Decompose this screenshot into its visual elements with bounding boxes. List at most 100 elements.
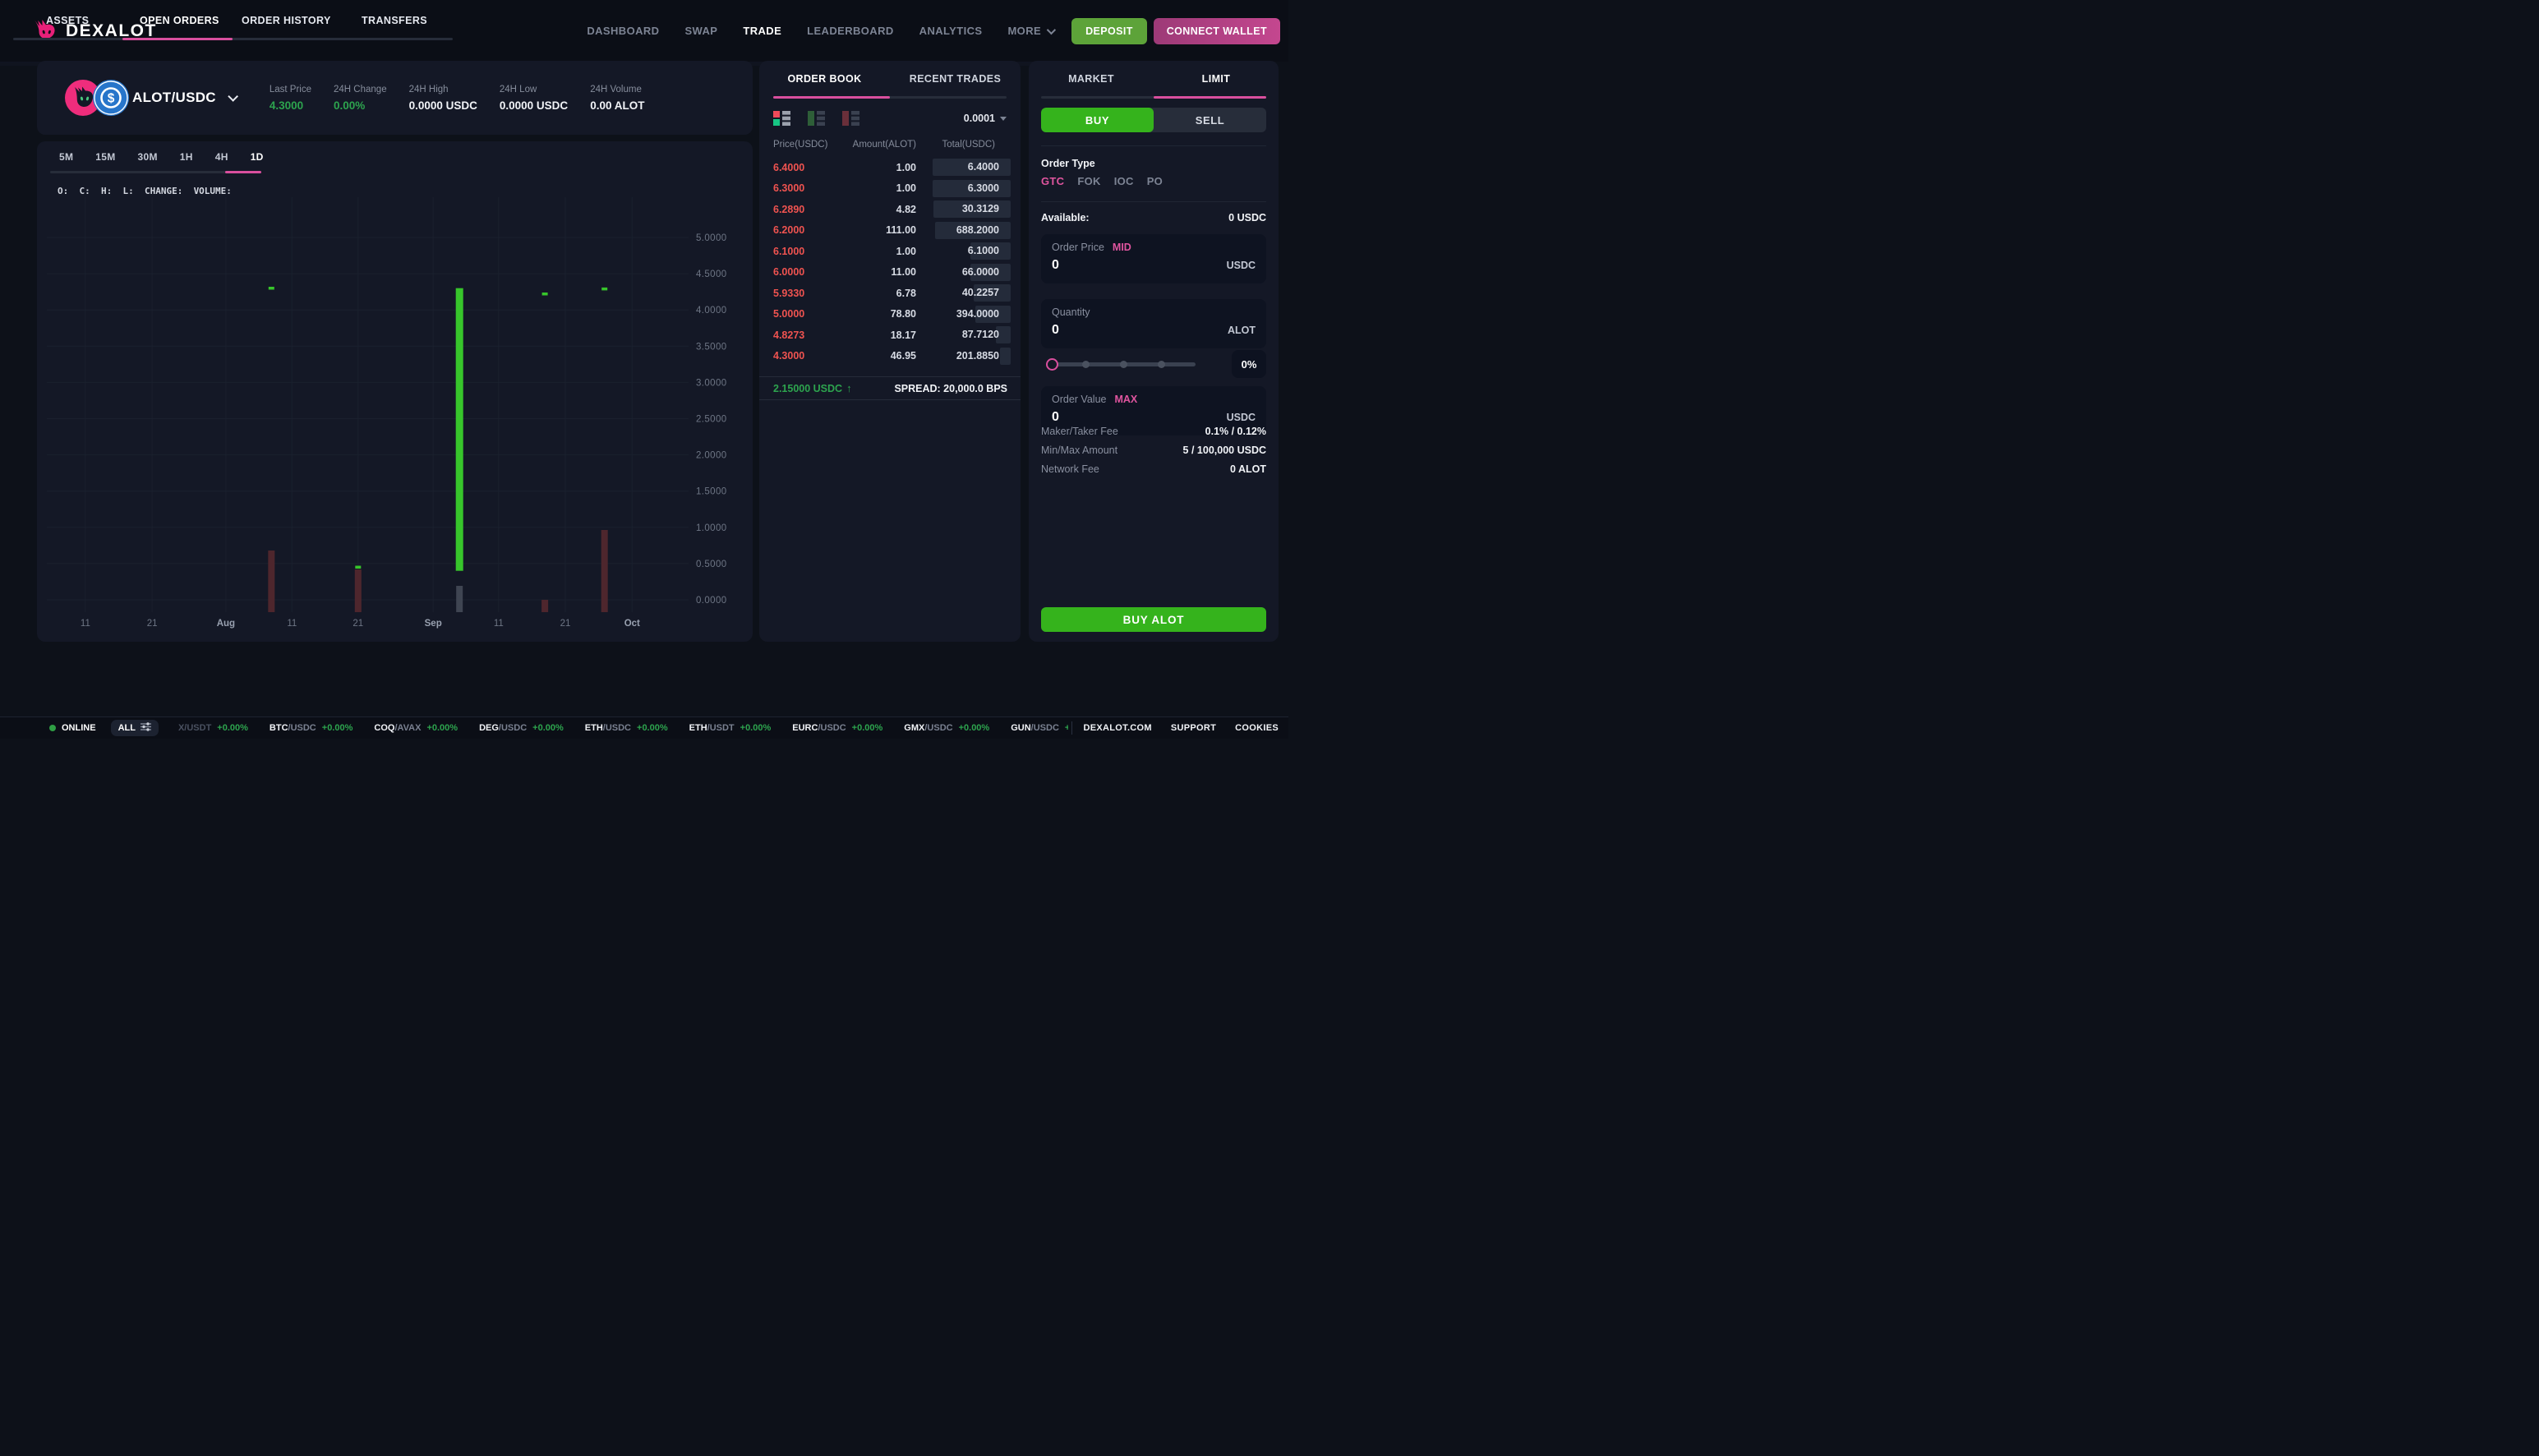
slider-step-50[interactable]: [1120, 361, 1127, 368]
link-cookies[interactable]: COOKIES: [1235, 723, 1279, 733]
order-book-tab-underline: [773, 96, 1007, 99]
ask-amount: 18.17: [890, 329, 916, 341]
tab-order-book[interactable]: ORDER BOOK: [787, 72, 862, 85]
order-type-ioc[interactable]: IOC: [1113, 175, 1134, 187]
stat-value: 4.3000: [269, 99, 304, 112]
trade-active-indicator: [1154, 96, 1266, 99]
nav-item-trade[interactable]: TRADE: [743, 25, 782, 37]
online-status: ONLINE: [49, 723, 96, 733]
ask-amount: 6.78: [896, 287, 916, 299]
ask-amount: 1.00: [896, 161, 916, 173]
timeframe-1d[interactable]: 1D: [250, 151, 264, 163]
buy-tab[interactable]: BUY: [1041, 108, 1154, 132]
quantity-slider-row: 0%: [1041, 350, 1266, 378]
max-button[interactable]: MAX: [1114, 394, 1138, 405]
slider-handle[interactable]: [1046, 358, 1058, 371]
bottom-tab-assets[interactable]: ASSETS: [46, 15, 90, 26]
ask-row[interactable]: 6.4000 1.00 6.4000: [759, 157, 1021, 178]
mid-button[interactable]: MID: [1112, 242, 1131, 253]
quantity-field[interactable]: Quantity 0 ALOT: [1041, 299, 1266, 348]
book-view-asks-icon[interactable]: [842, 111, 859, 126]
stat-label: 24H High: [408, 84, 449, 94]
ask-row[interactable]: 6.2890 4.82 30.3129: [759, 199, 1021, 220]
ask-total-wrap: 6.3000: [916, 179, 1011, 197]
ask-row[interactable]: 4.8273 18.17 87.7120: [759, 325, 1021, 346]
ticker-pair-deg-usdc[interactable]: DEG/USDC +0.00%: [479, 723, 564, 733]
link-support[interactable]: SUPPORT: [1170, 723, 1217, 733]
ticker-pair-eth-usdc[interactable]: ETH/USDC +0.00%: [585, 723, 668, 733]
x-axis-label: Oct: [624, 619, 640, 629]
book-view-both-icon[interactable]: [773, 111, 790, 126]
bottom-tab-open-orders[interactable]: OPEN ORDERS: [140, 15, 219, 26]
timeframe-4h[interactable]: 4H: [214, 151, 228, 163]
buy-sell-toggle: BUY SELL: [1041, 108, 1266, 132]
ask-row[interactable]: 6.2000 111.00 688.2000: [759, 220, 1021, 242]
deposit-button[interactable]: DEPOSIT: [1071, 17, 1147, 44]
nav-item-more[interactable]: MORE: [1007, 25, 1057, 37]
connect-wallet-button[interactable]: CONNECT WALLET: [1153, 17, 1280, 44]
ticker-pair-eth-usdt[interactable]: ETH/USDT +0.00%: [689, 723, 772, 733]
ticker-pair-coq-avax[interactable]: COQ/AVAX +0.00%: [374, 723, 458, 733]
candlestick-chart[interactable]: 5.0000 4.5000 4.0000 3.5000 3.0000 2.5000 2.00…: [47, 197, 744, 633]
ask-row[interactable]: 4.3000 46.95 201.8850: [759, 346, 1021, 367]
timeframe-1h[interactable]: 1H: [179, 151, 193, 163]
tab-recent-trades[interactable]: RECENT TRADES: [909, 72, 1002, 85]
timeframe-5m[interactable]: 5M: [59, 151, 74, 163]
tab-market[interactable]: MARKET: [1068, 72, 1114, 85]
fee-row-min-max-amount: Min/Max Amount 5 / 100,000 USDC: [1041, 445, 1266, 456]
nav-item-dashboard[interactable]: DASHBOARD: [587, 25, 660, 37]
order-value-field[interactable]: Order Value MAX 0 USDC: [1041, 386, 1266, 435]
link-dexalot-com[interactable]: DEXALOT.COM: [1083, 723, 1152, 733]
tab-limit[interactable]: LIMIT: [1201, 72, 1231, 85]
col-amount: Amount(ALOT): [852, 140, 916, 150]
pair-selector[interactable]: ALOT/USDC: [132, 90, 238, 106]
nav-item-leaderboard[interactable]: LEADERBOARD: [807, 25, 894, 37]
order-price-input[interactable]: 0: [1052, 258, 1059, 272]
nav-item-analytics[interactable]: ANALYTICS: [919, 25, 983, 37]
bottom-tab-transfers[interactable]: TRANSFERS: [362, 15, 427, 26]
order-value-input[interactable]: 0: [1052, 410, 1059, 424]
fee-label: Maker/Taker Fee: [1041, 426, 1118, 437]
brand[interactable]: DEXALOT: [33, 19, 157, 44]
timeframe-30m[interactable]: 30M: [137, 151, 158, 163]
ask-row[interactable]: 5.9330 6.78 40.2257: [759, 283, 1021, 304]
quantity-input[interactable]: 0: [1052, 323, 1059, 337]
order-book-header: Price(USDC) Amount(ALOT) Total(USDC): [773, 140, 1007, 150]
ask-row[interactable]: 6.3000 1.00 6.3000: [759, 178, 1021, 200]
ticker-quote: /USDT: [184, 723, 212, 733]
order-type-gtc[interactable]: GTC: [1041, 175, 1065, 187]
slider-step-25[interactable]: [1082, 361, 1090, 368]
quantity-slider[interactable]: [1046, 358, 1196, 371]
ticker-pair-gmx-usdc[interactable]: GMX/USDC +0.00%: [904, 723, 989, 733]
buy-alot-button[interactable]: BUY ALOT: [1041, 607, 1266, 632]
order-price-field[interactable]: Order Price MID 0 USDC: [1041, 234, 1266, 283]
ticker-change: +0.00%: [740, 723, 772, 733]
sell-tab[interactable]: SELL: [1195, 113, 1225, 127]
ticker-pair-btc-usdc[interactable]: BTC/USDC +0.00%: [270, 723, 353, 733]
order-type-fok[interactable]: FOK: [1077, 175, 1101, 187]
trade-panel: MARKET LIMIT BUY SELL Order Type GTC FOK I…: [1029, 61, 1279, 642]
fee-row-network-fee: Network Fee 0 ALOT: [1041, 463, 1266, 475]
order-type-po[interactable]: PO: [1146, 175, 1164, 187]
ticker-pair-gun-usdc[interactable]: GUN/USDC +0.00%: [1011, 723, 1067, 733]
volume-bar: [268, 551, 275, 612]
ticker-change: +0.00%: [321, 723, 353, 733]
ticker-pair-x-usdt[interactable]: X/USDT +0.00%: [178, 723, 248, 733]
candle: [601, 287, 608, 291]
nav-item-swap[interactable]: SWAP: [684, 25, 718, 37]
spread-row: 2.15000 USDC ↑ SPREAD: 20,000.0 BPS: [759, 376, 1021, 400]
ticker-base: DEG: [479, 723, 499, 733]
ask-row[interactable]: 6.0000 11.00 66.0000: [759, 262, 1021, 283]
precision-select[interactable]: 0.0001: [964, 113, 1007, 124]
ask-total: 201.8850: [956, 349, 999, 362]
x-axis-label: 21: [147, 619, 158, 629]
bottom-tab-order-history[interactable]: ORDER HISTORY: [242, 15, 331, 26]
timeframe-15m[interactable]: 15M: [95, 151, 116, 163]
ask-row[interactable]: 5.0000 78.80 394.0000: [759, 304, 1021, 325]
ask-row[interactable]: 6.1000 1.00 6.1000: [759, 241, 1021, 262]
ticker-pair-eurc-usdc[interactable]: EURC/USDC +0.00%: [792, 723, 882, 733]
slider-step-75[interactable]: [1158, 361, 1165, 368]
y-axis-label: 4.5000: [696, 270, 727, 279]
book-view-bids-icon[interactable]: [808, 111, 825, 126]
pair-filter-button[interactable]: ALL: [110, 720, 159, 736]
